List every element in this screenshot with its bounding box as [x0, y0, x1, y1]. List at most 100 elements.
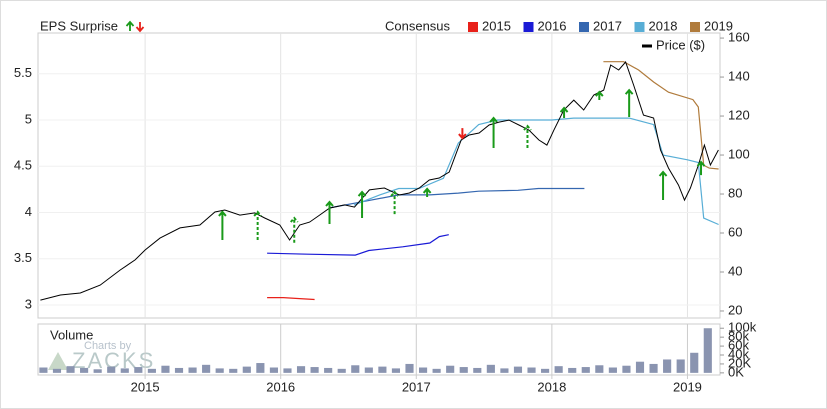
volume-bar — [80, 367, 89, 373]
eps-surprise-arrow — [290, 216, 299, 243]
watermark-logo — [48, 352, 68, 370]
legend-label: 2016 — [538, 18, 567, 33]
legend-label: 2017 — [593, 18, 622, 33]
eps-surprise-arrow — [489, 116, 498, 149]
legend-label: 2019 — [704, 18, 733, 33]
volume-bar — [568, 367, 577, 373]
eps-surprise-arrow — [624, 88, 634, 118]
y2-tick-label: 40 — [728, 263, 742, 278]
volume-bar — [296, 366, 306, 373]
volume-bar — [283, 368, 292, 373]
volume-bar — [690, 352, 699, 373]
volume-bar — [93, 369, 102, 373]
eps-surprise-arrow — [357, 190, 367, 218]
volume-bar — [608, 367, 617, 373]
volume-bar — [649, 363, 658, 373]
legend-swatch — [690, 22, 700, 32]
y2-tick-label: 140 — [728, 68, 750, 83]
x-tick-label: 2015 — [131, 379, 160, 394]
volume-bar — [703, 328, 712, 373]
down-arrow-icon — [135, 22, 145, 33]
y-tick-label: 5.5 — [14, 65, 32, 80]
y-tick-label: 3 — [25, 296, 32, 311]
volume-bar — [527, 367, 536, 373]
volume-bar — [676, 359, 685, 373]
volume-bar — [229, 368, 238, 373]
volume-bar — [486, 364, 495, 373]
y-tick-label: 4.5 — [14, 158, 32, 173]
y-tick-label: 3.5 — [14, 250, 32, 265]
eps-surprise-arrow — [523, 124, 532, 149]
volume-bar — [446, 365, 455, 373]
y-tick-label: 40k — [728, 346, 749, 361]
legend-swatch — [523, 22, 534, 32]
volume-bar — [405, 363, 414, 373]
volume-bar — [39, 367, 48, 373]
y2-tick-label: 80 — [728, 185, 742, 200]
legend-label: 2018 — [649, 18, 678, 33]
x-tick-label: 2019 — [673, 379, 702, 394]
volume-bar — [66, 366, 75, 373]
volume-bar — [541, 368, 550, 373]
y2-tick-label: 20 — [728, 302, 742, 317]
volume-bar — [174, 367, 184, 373]
eps-surprise-arrow — [218, 210, 227, 241]
volume-bar — [554, 366, 563, 373]
y2-tick-label: 60 — [728, 224, 742, 239]
y-tick-label: 60k — [728, 338, 749, 353]
volume-bar — [120, 368, 129, 373]
volume-area — [37, 323, 721, 376]
volume-bar — [161, 365, 170, 373]
volume-bar — [635, 361, 645, 373]
y-tick-label: 20K — [728, 355, 751, 370]
y2-tick-label: 120 — [728, 107, 750, 122]
volume-bar — [52, 368, 62, 373]
legend-swatch — [579, 22, 589, 32]
volume-bar — [256, 363, 265, 373]
eps-surprise-arrow — [696, 160, 706, 176]
series-line — [267, 234, 449, 256]
volume-bar — [513, 366, 523, 373]
y2-tick-label: 100 — [728, 146, 750, 161]
eps-surprise-arrow — [325, 200, 334, 225]
volume-bar — [418, 367, 428, 373]
volume-bar — [310, 367, 319, 373]
up-arrow-icon — [125, 20, 135, 31]
eps-surprise-arrow — [422, 187, 432, 197]
volume-bar — [378, 366, 387, 373]
volume-bar — [473, 367, 482, 373]
x-tick-label: 2018 — [537, 379, 566, 394]
legend-label: 2015 — [482, 18, 511, 33]
y-tick-label: 80k — [728, 329, 749, 344]
volume-bar — [622, 365, 631, 373]
legend-label: Price ($) — [656, 37, 705, 52]
legend-swatch — [634, 22, 645, 32]
y2-tick-label: 160 — [728, 30, 750, 45]
y-tick-label: 100k — [728, 320, 757, 335]
series-line — [353, 117, 719, 226]
volume-bar — [134, 367, 143, 373]
eps-surprise-arrow — [390, 190, 399, 215]
volume-bar — [202, 364, 211, 373]
y-tick-label: 0K — [728, 364, 744, 379]
legend-title: Consensus — [385, 18, 451, 33]
series-line — [40, 61, 719, 301]
volume-bar — [147, 368, 156, 373]
volume-bar — [242, 366, 251, 373]
series-line — [267, 297, 315, 301]
volume-bar — [324, 367, 333, 373]
eps-surprise-arrow — [595, 90, 604, 101]
volume-bar — [188, 367, 197, 373]
eps-surprise-arrow — [458, 128, 467, 140]
series-line — [329, 187, 585, 209]
volume-bar — [337, 368, 346, 373]
eps-surprise-arrow — [253, 210, 262, 241]
volume-bar — [269, 367, 278, 373]
volume-bar — [391, 368, 401, 373]
volume-bar — [500, 368, 509, 373]
volume-bar — [663, 359, 672, 373]
y-tick-label: 4 — [25, 204, 32, 219]
volume-bar — [351, 365, 360, 373]
eps-surprise-arrow — [559, 106, 569, 118]
eps-surprise-arrow — [658, 170, 668, 201]
